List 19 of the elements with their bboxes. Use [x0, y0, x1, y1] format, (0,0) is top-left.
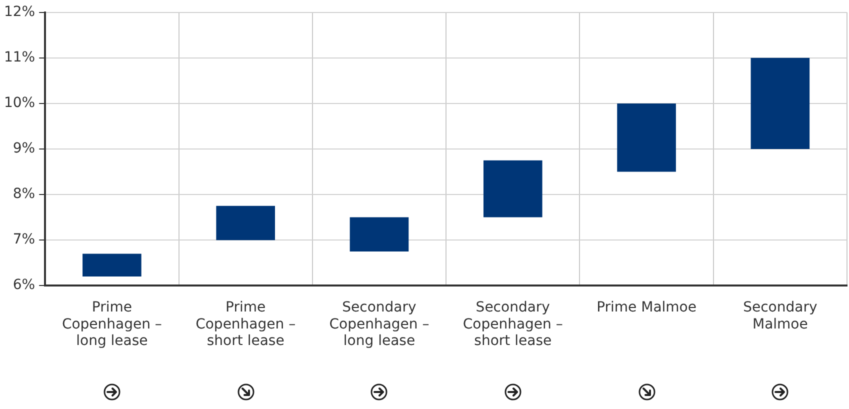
bar [483, 160, 542, 218]
y-tick-label: 7% [12, 232, 36, 248]
x-tick-label: Secondary Malmoe [743, 300, 818, 332]
bar [82, 254, 142, 276]
x-tick-label: Prime Copenhagen – short lease [196, 300, 296, 350]
x-tick-label: Prime Malmoe [596, 300, 696, 316]
x-tick-label: Secondary Copenhagen – short lease [462, 300, 563, 350]
bar [350, 217, 409, 252]
bar [750, 58, 810, 149]
y-tick-label: 11% [4, 50, 36, 66]
y-tick-label: 9% [12, 140, 36, 157]
y-tick-label: 6% [12, 277, 36, 294]
y-tick-label: 10% [4, 95, 36, 112]
y-tick-label: 12% [4, 4, 36, 20]
bar [216, 206, 275, 240]
y-tick-label: 8% [12, 186, 36, 202]
bar [617, 103, 676, 172]
x-tick-label: Prime Copenhagen – long lease [62, 300, 162, 350]
x-tick-label: Secondary Copenhagen – long lease [329, 300, 430, 350]
